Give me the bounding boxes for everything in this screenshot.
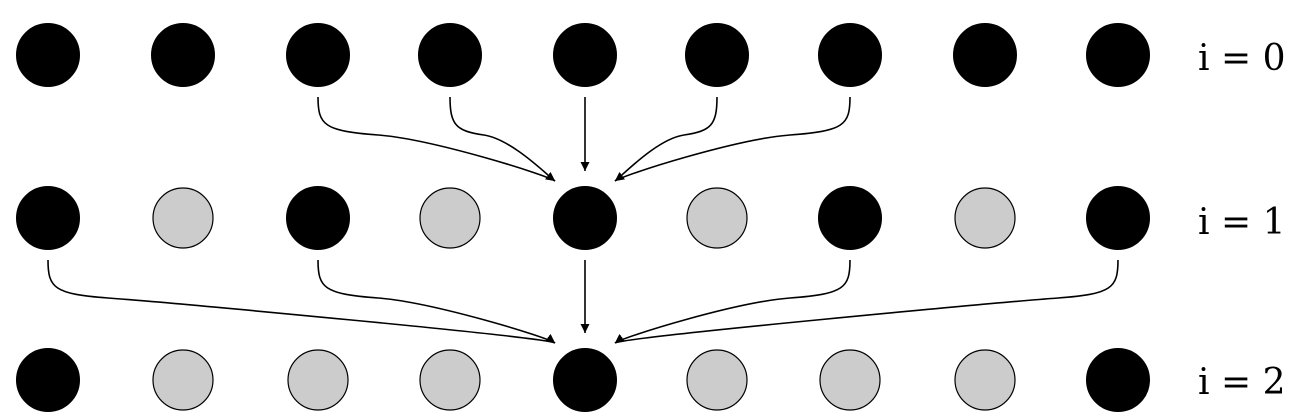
edges-layer	[47, 96, 1119, 344]
node-r2-n5-inactive	[686, 349, 748, 411]
node-r1-n6-active	[818, 186, 882, 250]
node-r0-n6-active	[818, 23, 882, 87]
node-r0-n0-active	[16, 23, 80, 87]
node-r1-n0-active	[16, 186, 80, 250]
node-r0-n7-active	[953, 23, 1017, 87]
node-r1-n7-inactive	[954, 187, 1016, 249]
node-r2-n7-inactive	[954, 349, 1016, 411]
node-r1-n1-inactive	[152, 187, 214, 249]
node-r1-n8-active	[1086, 186, 1150, 250]
arrow-r1n8-to-r2n4	[614, 259, 1119, 344]
node-r0-n1-active	[151, 23, 215, 87]
arrow-r1n0-to-r2n4	[47, 259, 556, 344]
node-r0-n4-active	[553, 23, 617, 87]
node-r0-n2-active	[286, 23, 350, 87]
row-label-1: i = 1	[1198, 202, 1285, 243]
arrow-r0n2-to-r1n4	[317, 96, 556, 182]
nodes-layer	[16, 23, 1150, 412]
node-r2-n2-inactive	[287, 349, 349, 411]
arrow-r1n6-to-r2n4	[614, 259, 851, 344]
arrow-r0n3-to-r1n4	[449, 96, 556, 182]
node-r1-n5-inactive	[686, 187, 748, 249]
row-label-2: i = 2	[1198, 362, 1285, 403]
arrow-r0n6-to-r1n4	[614, 96, 851, 182]
node-r2-n3-inactive	[419, 349, 481, 411]
node-r0-n8-active	[1086, 23, 1150, 87]
arrow-r0n5-to-r1n4	[614, 96, 718, 182]
row-labels: i = 0 i = 1 i = 2	[1198, 38, 1285, 403]
row-label-0: i = 0	[1198, 38, 1285, 79]
node-r2-n1-inactive	[152, 349, 214, 411]
node-r2-n6-inactive	[819, 349, 881, 411]
arrow-r1n2-to-r2n4	[317, 259, 556, 344]
node-r0-n3-active	[418, 23, 482, 87]
node-r2-n0-active	[16, 348, 80, 412]
node-r2-n4-active	[553, 348, 617, 412]
node-r1-n3-inactive	[419, 187, 481, 249]
node-r1-n2-active	[286, 186, 350, 250]
node-r2-n8-active	[1086, 348, 1150, 412]
node-r1-n4-active	[553, 186, 617, 250]
node-r0-n5-active	[685, 23, 749, 87]
